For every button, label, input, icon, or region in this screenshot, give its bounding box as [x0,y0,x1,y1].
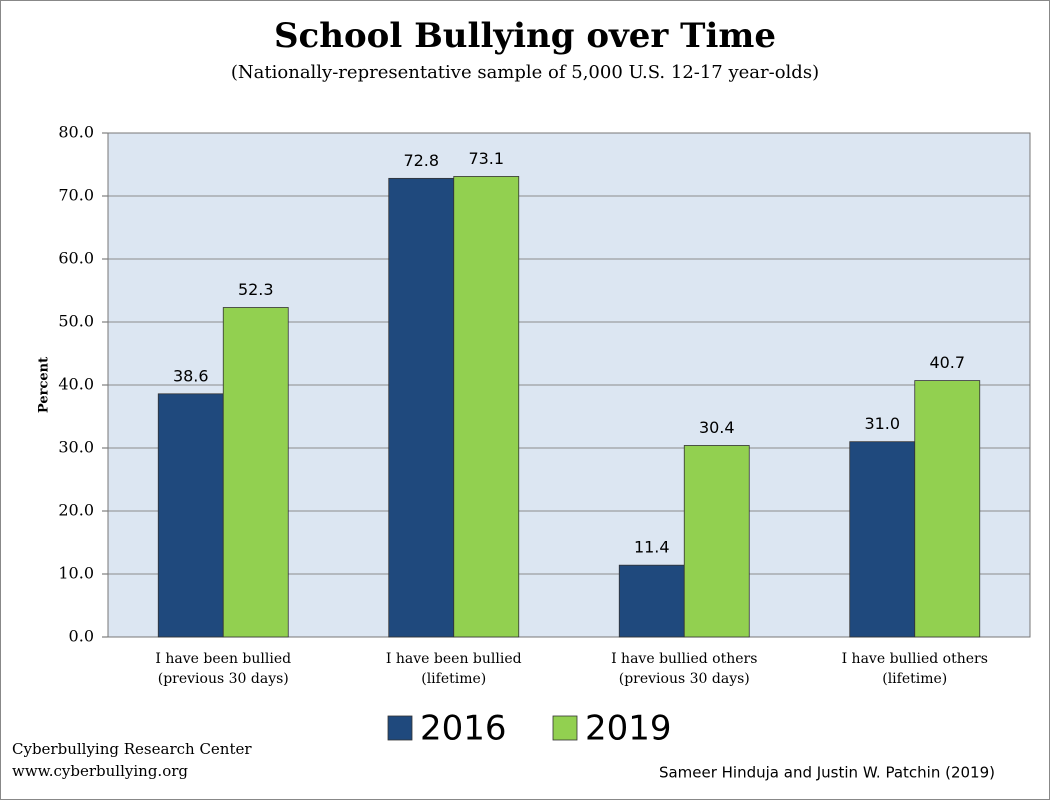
y-tick-label: 70.0 [58,186,94,205]
legend-label: 2016 [420,709,507,749]
data-label: 52.3 [238,280,274,299]
bar [683,445,750,638]
x-tick-label: I have been bullied (previous 30 days) [155,651,292,687]
legend-swatch [387,715,413,741]
bar [618,564,685,638]
y-tick-label: 20.0 [58,501,94,520]
data-label: 38.6 [173,366,209,385]
footer-left: www.cyberbullying.org [12,762,188,780]
chart-title: School Bullying over Time [274,16,776,56]
footer-left: Cyberbullying Research Center [12,740,252,758]
bar [157,393,224,638]
footer-right: Sameer Hinduja and Justin W. Patchin (20… [659,764,995,782]
bar [453,176,520,638]
data-label: 30.4 [699,418,735,437]
data-label: 72.8 [403,151,439,170]
chart-subtitle: (Nationally-representative sample of 5,0… [231,62,819,83]
x-tick-label: I have bullied others (lifetime) [841,651,988,687]
data-label: 40.7 [929,353,965,372]
bar [222,307,289,638]
data-label: 73.1 [468,149,504,168]
data-label: 11.4 [634,538,670,557]
y-tick-label: 60.0 [58,249,94,268]
y-tick-label: 10.0 [58,564,94,583]
x-tick-label: I have been bullied (lifetime) [385,651,522,687]
legend-swatch [552,715,578,741]
y-tick-label: 40.0 [58,375,94,394]
y-axis-label: Percent [37,357,52,413]
y-tick-label: 30.0 [58,438,94,457]
bar [914,380,981,638]
plot-border [107,132,1031,638]
bar [849,441,916,638]
x-tick-label: I have bullied others (previous 30 days) [611,651,758,687]
bar [388,177,455,638]
legend-label: 2019 [585,709,672,749]
y-tick-label: 50.0 [58,312,94,331]
y-tick-label: 80.0 [58,123,94,142]
data-label: 31.0 [864,414,900,433]
y-tick-label: 0.0 [69,627,94,646]
